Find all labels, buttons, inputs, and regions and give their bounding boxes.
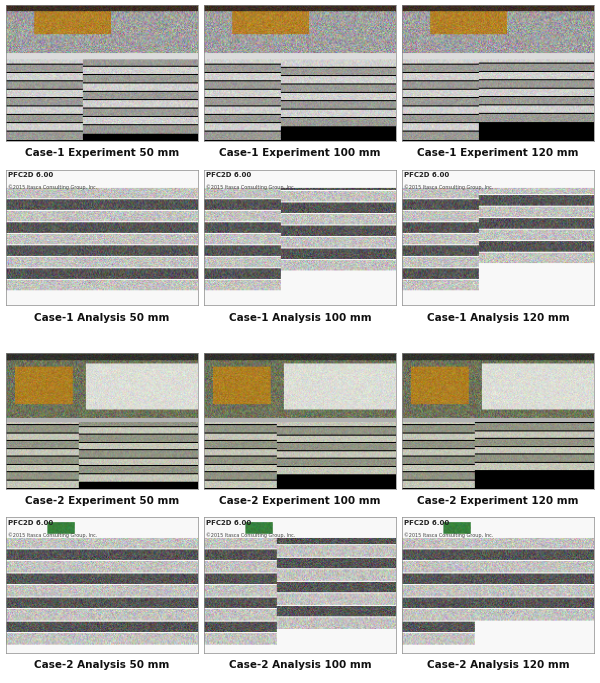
Text: PFC2D 6.00: PFC2D 6.00 <box>206 520 251 526</box>
Text: Case-2 Experiment 100 mm: Case-2 Experiment 100 mm <box>219 496 381 506</box>
Text: ©2015 Itasca Consulting Group, Inc.: ©2015 Itasca Consulting Group, Inc. <box>8 532 97 538</box>
Text: Case-2 Analysis 100 mm: Case-2 Analysis 100 mm <box>229 660 371 670</box>
Text: ©2015 Itasca Consulting Group, Inc.: ©2015 Itasca Consulting Group, Inc. <box>8 184 97 191</box>
Text: PFC2D 6.00: PFC2D 6.00 <box>404 520 449 526</box>
Text: Case-1 Experiment 100 mm: Case-1 Experiment 100 mm <box>219 148 381 158</box>
Text: Case-1 Experiment 120 mm: Case-1 Experiment 120 mm <box>417 148 579 158</box>
Text: ©2015 Itasca Consulting Group, Inc.: ©2015 Itasca Consulting Group, Inc. <box>404 532 493 538</box>
Text: ©2015 Itasca Consulting Group, Inc.: ©2015 Itasca Consulting Group, Inc. <box>206 532 295 538</box>
Text: Case-2 Analysis 50 mm: Case-2 Analysis 50 mm <box>34 660 170 670</box>
Text: PFC2D 6.00: PFC2D 6.00 <box>206 172 251 178</box>
Text: Case-1 Experiment 50 mm: Case-1 Experiment 50 mm <box>25 148 179 158</box>
Text: Case-1 Analysis 100 mm: Case-1 Analysis 100 mm <box>229 313 371 322</box>
Text: Case-2 Experiment 50 mm: Case-2 Experiment 50 mm <box>25 496 179 506</box>
Text: Case-2 Analysis 120 mm: Case-2 Analysis 120 mm <box>427 660 569 670</box>
Text: PFC2D 6.00: PFC2D 6.00 <box>8 172 53 178</box>
Text: Case-1 Analysis 120 mm: Case-1 Analysis 120 mm <box>427 313 569 322</box>
Text: PFC2D 6.00: PFC2D 6.00 <box>8 520 53 526</box>
Text: PFC2D 6.00: PFC2D 6.00 <box>404 172 449 178</box>
Text: ©2015 Itasca Consulting Group, Inc.: ©2015 Itasca Consulting Group, Inc. <box>404 184 493 191</box>
Text: Case-2 Experiment 120 mm: Case-2 Experiment 120 mm <box>417 496 579 506</box>
Text: Case-1 Analysis 50 mm: Case-1 Analysis 50 mm <box>34 313 170 322</box>
Text: ©2015 Itasca Consulting Group, Inc.: ©2015 Itasca Consulting Group, Inc. <box>206 184 295 191</box>
